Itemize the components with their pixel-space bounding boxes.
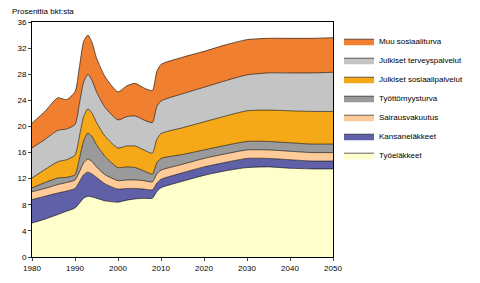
svg-text:2050: 2050 bbox=[324, 264, 342, 273]
svg-text:0: 0 bbox=[22, 253, 27, 262]
svg-text:Prosenttia bkt:sta: Prosenttia bkt:sta bbox=[12, 7, 74, 16]
svg-text:8: 8 bbox=[22, 201, 27, 210]
svg-text:Muu sosiaaliturva: Muu sosiaaliturva bbox=[379, 37, 442, 46]
svg-text:2000: 2000 bbox=[109, 264, 127, 273]
svg-text:Työeläkkeet: Työeläkkeet bbox=[379, 151, 422, 160]
svg-text:1980: 1980 bbox=[23, 264, 41, 273]
svg-text:2040: 2040 bbox=[281, 264, 299, 273]
svg-text:Kansaneläkkeet: Kansaneläkkeet bbox=[379, 132, 437, 141]
svg-text:36: 36 bbox=[17, 18, 26, 27]
svg-text:32: 32 bbox=[17, 44, 26, 53]
svg-text:2010: 2010 bbox=[152, 264, 170, 273]
svg-text:Julkiset sosiaalipalvelut: Julkiset sosiaalipalvelut bbox=[379, 75, 463, 84]
svg-text:16: 16 bbox=[17, 148, 26, 157]
svg-text:4: 4 bbox=[22, 227, 27, 236]
svg-text:2030: 2030 bbox=[238, 264, 256, 273]
svg-text:Sairausvakuutus: Sairausvakuutus bbox=[379, 113, 438, 122]
svg-text:12: 12 bbox=[17, 174, 26, 183]
svg-text:20: 20 bbox=[17, 122, 26, 131]
svg-text:24: 24 bbox=[17, 96, 26, 105]
svg-text:2020: 2020 bbox=[195, 264, 213, 273]
svg-text:Työttömyysturva: Työttömyysturva bbox=[379, 94, 438, 103]
svg-text:28: 28 bbox=[17, 70, 26, 79]
svg-text:Julkiset terveyspalvelut: Julkiset terveyspalvelut bbox=[379, 56, 462, 65]
svg-text:1990: 1990 bbox=[66, 264, 84, 273]
